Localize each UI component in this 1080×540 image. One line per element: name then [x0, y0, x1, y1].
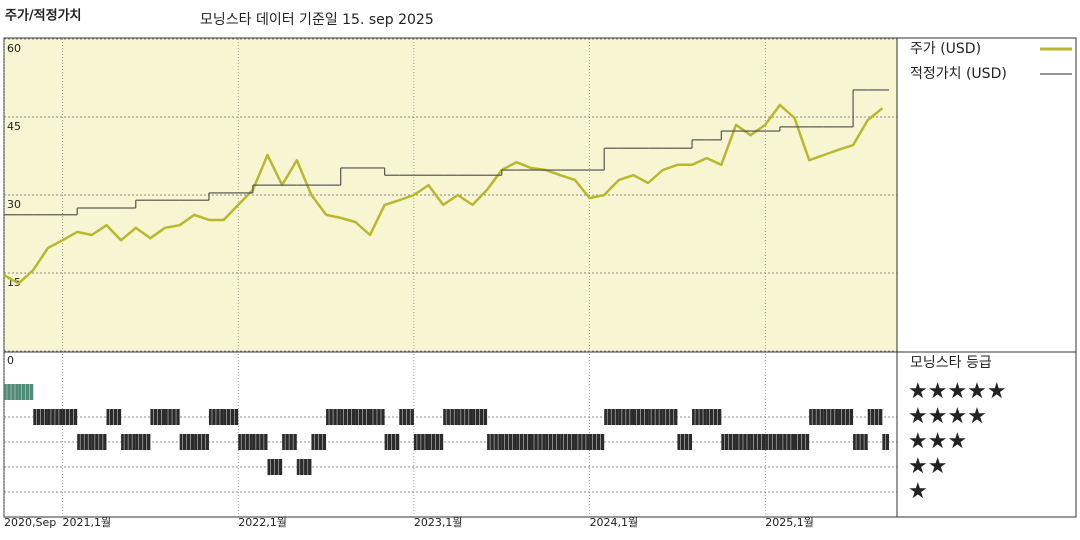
rating-cell [443, 409, 458, 425]
rating-cell [223, 409, 239, 425]
frame [3, 37, 1077, 518]
rating-cell [779, 434, 795, 450]
rating-cell [428, 434, 444, 450]
rating-level-label: ★★★★★ [908, 379, 1007, 404]
rating-cell [413, 434, 429, 450]
rating-cell [33, 409, 48, 425]
rating-cell [721, 434, 736, 450]
rating-cell [18, 384, 34, 400]
rating-cell [326, 409, 341, 425]
rating-cell [369, 409, 385, 425]
y-tick-label: 30 [7, 198, 21, 211]
rating-cell [311, 434, 327, 450]
rating-cell [531, 434, 546, 450]
rating-cell [238, 434, 253, 450]
rating-cell [194, 434, 209, 450]
rating-cell [340, 409, 356, 425]
rating-cell [545, 434, 561, 450]
x-tick-label: 2021,1월 [63, 516, 112, 529]
rating-cell [457, 409, 473, 425]
rating-cell [853, 434, 868, 450]
rating-cell [77, 434, 92, 450]
rating-cell [355, 409, 370, 425]
chart-subtitle: 모닝스타 데이터 기준일 15. sep 2025 [200, 12, 434, 28]
rating-cell [604, 409, 619, 425]
rating-cell [399, 409, 414, 425]
rating-cell [618, 409, 634, 425]
chart-title: 주가/적정가치 [5, 8, 82, 24]
y-tick-label: 45 [7, 120, 21, 133]
rating-cell [838, 409, 854, 425]
rating-cell [867, 409, 883, 425]
rating-cell [809, 409, 824, 425]
x-tick-label: 2025,1월 [765, 516, 814, 529]
x-tick-label: 2020,Sep [4, 516, 56, 529]
rating-level-label: ★★ [908, 454, 947, 479]
y-tick-label: 60 [7, 42, 21, 55]
rating-cell [47, 409, 63, 425]
rating-cell [267, 459, 283, 475]
rating-cell [574, 434, 590, 450]
x-tick-label: 2023,1월 [414, 516, 463, 529]
rating-cell [648, 409, 663, 425]
rating-cell [472, 409, 488, 425]
rating-title: 모닝스타 등급 [910, 355, 992, 371]
rating-cell [750, 434, 766, 450]
rating-cell [501, 434, 517, 450]
rating-cell [882, 434, 889, 450]
rating-cell [560, 434, 575, 450]
x-tick-label: 2022,1월 [238, 516, 287, 529]
rating-cell [91, 434, 107, 450]
rating-cell [384, 434, 400, 450]
rating-cell [121, 434, 136, 450]
rating-level-label: ★★★★ [908, 404, 987, 429]
rating-cell [589, 434, 605, 450]
rating-cell [296, 459, 312, 475]
legend-label: 주가 (USD) [910, 41, 981, 57]
rating-cell [208, 409, 224, 425]
y-tick-label: 0 [7, 354, 14, 367]
rating-cell [794, 434, 810, 450]
rating-cell [282, 434, 297, 450]
rating-cell [765, 434, 780, 450]
rating-cell [706, 409, 722, 425]
rating-cell [150, 409, 166, 425]
rating-cell [4, 384, 19, 400]
legend-label: 적정가치 (USD) [910, 66, 1007, 82]
rating-cell [677, 434, 693, 450]
rating-cell [735, 434, 751, 450]
rating-level-label: ★★★ [908, 429, 967, 454]
rating-cell [487, 434, 502, 450]
rating-cell [252, 434, 268, 450]
rating-cell [106, 409, 122, 425]
rating-cell [692, 409, 707, 425]
rating-cell [179, 434, 195, 450]
rating-cell [823, 409, 839, 425]
rating-level-label: ★ [908, 479, 928, 504]
price-line [3, 103, 884, 285]
rating-cell [516, 434, 532, 450]
rating-cell [165, 409, 180, 425]
rating-cell [62, 409, 78, 425]
rating-cell [633, 409, 649, 425]
x-tick-label: 2024,1월 [590, 516, 639, 529]
rating-cell [135, 434, 151, 450]
rating-cell [662, 409, 678, 425]
